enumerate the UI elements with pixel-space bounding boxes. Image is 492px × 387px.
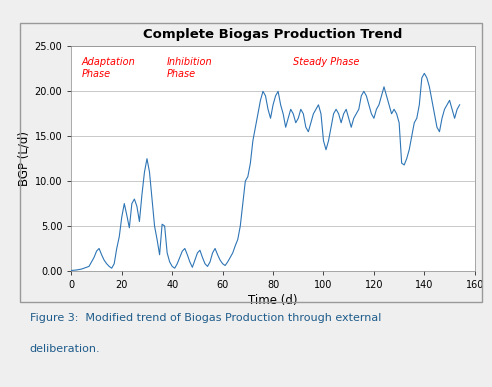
Text: deliberation.: deliberation. (30, 344, 100, 354)
Text: Adaptation
Phase: Adaptation Phase (81, 57, 135, 79)
Title: Complete Biogas Production Trend: Complete Biogas Production Trend (143, 28, 403, 41)
Text: Steady Phase: Steady Phase (293, 57, 360, 67)
X-axis label: Time (d): Time (d) (248, 294, 298, 307)
Y-axis label: BGP (L/d): BGP (L/d) (17, 131, 31, 186)
Text: Figure 3:  Modified trend of Biogas Production through external: Figure 3: Modified trend of Biogas Produ… (30, 313, 381, 324)
Text: Inhibition
Phase: Inhibition Phase (167, 57, 213, 79)
